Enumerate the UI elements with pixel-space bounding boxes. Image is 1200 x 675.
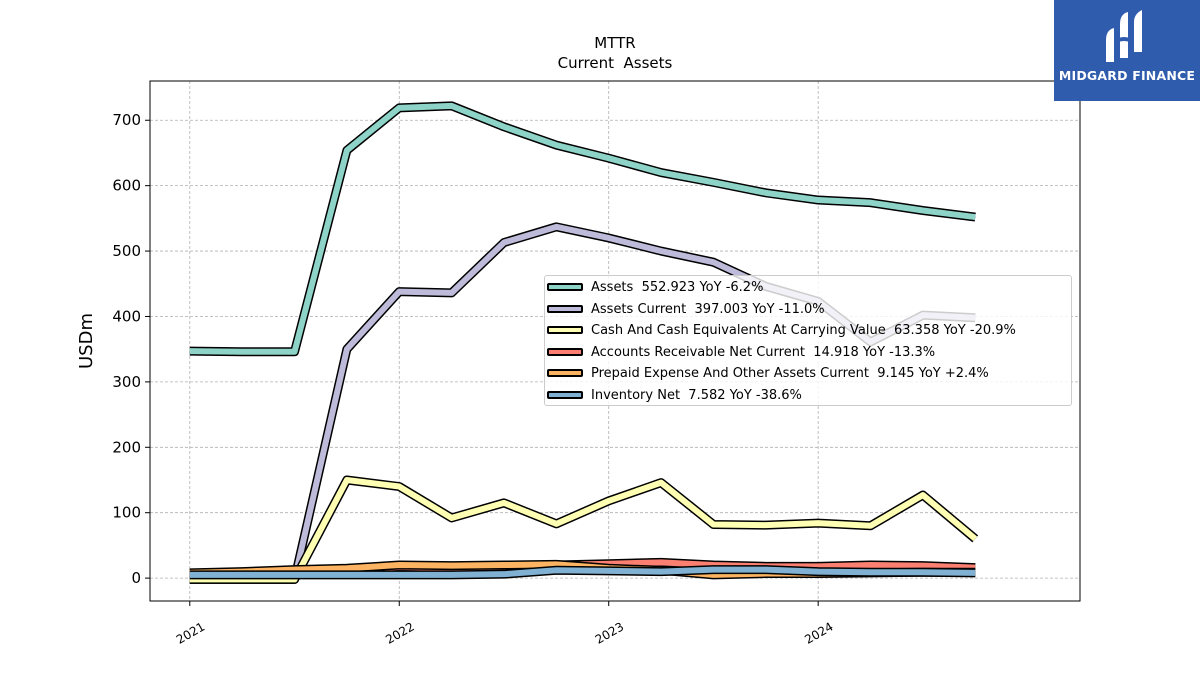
midgard-logo-icon — [1106, 10, 1142, 62]
legend-item: Assets Current 397.003 YoY -11.0% — [545, 301, 1073, 319]
legend-label: Cash And Cash Equivalents At Carrying Va… — [591, 323, 1016, 338]
legend-item: Assets 552.923 YoY -6.2% — [545, 279, 1073, 297]
legend-item: Prepaid Expense And Other Assets Current… — [545, 365, 1073, 383]
legend-label: Assets 552.923 YoY -6.2% — [591, 280, 764, 295]
y-tick-label: 0 — [131, 569, 141, 587]
series-1-line — [189, 101, 976, 357]
x-tick-label: 2022 — [383, 619, 416, 646]
y-tick-label: 700 — [112, 111, 141, 129]
legend-item: Accounts Receivable Net Current 14.918 Y… — [545, 344, 1073, 362]
legend-label: Inventory Net 7.582 YoY -38.6% — [591, 387, 802, 403]
y-tick-label: 500 — [112, 242, 141, 260]
legend-item: Inventory Net 7.582 YoY -38.6% — [545, 387, 1073, 405]
x-tick-label: 2023 — [593, 619, 626, 646]
legend-swatch — [547, 390, 583, 399]
chart-title: MTTR — [594, 34, 635, 52]
legend-swatch — [547, 304, 583, 313]
legend-label: Prepaid Expense And Other Assets Current… — [591, 366, 989, 381]
brand-name: MIDGARD FINANCE — [1058, 68, 1196, 83]
y-tick-label: 300 — [112, 373, 141, 391]
y-axis-label: USDm — [76, 313, 97, 369]
chart-subtitle: Current Assets — [558, 54, 673, 72]
y-tick-label: 100 — [112, 504, 141, 522]
legend-swatch — [547, 326, 583, 334]
legend-label: Accounts Receivable Net Current 14.918 Y… — [591, 344, 936, 360]
y-tick-label: 400 — [112, 307, 141, 325]
legend-label: Assets Current 397.003 YoY -11.0% — [591, 301, 825, 317]
y-tick-label: 600 — [112, 177, 141, 195]
chart-legend: Assets 552.923 YoY -6.2% Assets Current 3… — [544, 275, 1072, 406]
series-6-line — [189, 565, 976, 580]
legend-item: Cash And Cash Equivalents At Carrying Va… — [545, 322, 1073, 340]
series-stroke — [189, 476, 978, 583]
plot-frame — [149, 80, 1081, 602]
x-tick-label: 2021 — [174, 619, 207, 646]
legend-swatch — [547, 347, 583, 356]
legend-swatch — [547, 369, 583, 377]
series-stroke — [189, 566, 976, 578]
series-stroke — [189, 102, 976, 355]
series-3-line — [189, 475, 979, 584]
brand-logo: MIDGARD FINANCE — [1054, 0, 1200, 101]
x-tick-label: 2024 — [802, 619, 835, 646]
legend-swatch — [547, 283, 583, 291]
y-tick-label: 200 — [112, 438, 141, 456]
